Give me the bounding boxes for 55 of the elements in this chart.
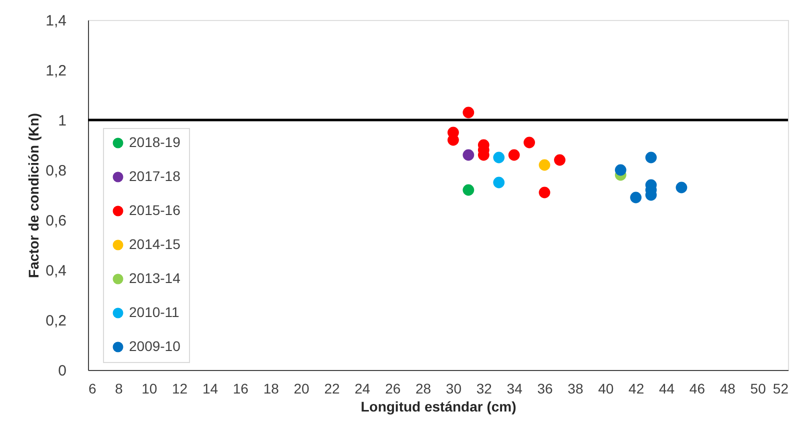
legend-label: 2013-14 (129, 270, 181, 286)
point (524, 136, 536, 148)
x-tick-label: 52 (772, 380, 789, 396)
y-tick-label: 1 (58, 112, 66, 130)
point (614, 164, 626, 176)
x-tick-label: 32 (476, 380, 492, 396)
y-tick-label: 0,8 (46, 162, 66, 180)
point (554, 154, 566, 166)
legend-label: 2015-16 (129, 202, 181, 218)
y-tick-label: 1,2 (46, 62, 66, 80)
point (462, 149, 474, 161)
x-tick-label: 30 (446, 380, 462, 396)
point (676, 182, 688, 194)
y-tick-label: 0,6 (46, 212, 66, 230)
x-tick-label: 8 (115, 380, 124, 396)
point (493, 152, 505, 164)
x-tick-label: 40 (598, 380, 614, 396)
legend-label: 2009-10 (129, 338, 181, 354)
x-tick-label: 20 (294, 380, 310, 396)
x-tick-label: 22 (324, 380, 340, 396)
y-tick-label: 1,4 (46, 12, 66, 30)
point (462, 184, 474, 196)
y-tick-label: 0 (58, 362, 66, 380)
x-tick-label: 36 (537, 380, 554, 396)
x-tick-label: 18 (263, 380, 280, 396)
x-axis-title: Longitud estándar (cm) (360, 398, 516, 414)
legend-label: 2017-18 (129, 168, 181, 184)
legend-label: 2018-19 (129, 134, 181, 150)
point (645, 152, 657, 164)
x-tick-label: 48 (720, 380, 736, 396)
x-tick-label: 34 (506, 380, 523, 396)
point (508, 149, 520, 161)
legend-label: 2010-11 (129, 304, 180, 320)
x-tick-label: 38 (568, 380, 584, 396)
point (493, 176, 505, 188)
point (630, 192, 642, 204)
x-tick-label: 50 (750, 380, 766, 396)
x-tick-label: 42 (628, 380, 644, 396)
y-tick-label: 0,2 (46, 312, 66, 330)
y-axis-title: Factor de condición (Kn) (26, 113, 42, 278)
x-tick-label: 12 (172, 380, 188, 396)
x-tick-label: 16 (232, 380, 249, 396)
x-tick-label: 44 (658, 380, 675, 396)
legend-label: 2014-15 (129, 236, 181, 252)
x-tick-label: 28 (415, 380, 432, 396)
point (538, 159, 550, 171)
x-tick-label: 24 (354, 380, 370, 396)
point (462, 106, 474, 118)
y-tick-label: 0,4 (46, 262, 66, 280)
x-tick-label: 6 (88, 380, 96, 396)
point (538, 186, 550, 198)
x-tick-label: 46 (689, 380, 706, 396)
x-tick-label: 14 (202, 380, 218, 396)
x-tick-label: 10 (142, 380, 158, 396)
x-tick-label: 26 (385, 380, 401, 396)
